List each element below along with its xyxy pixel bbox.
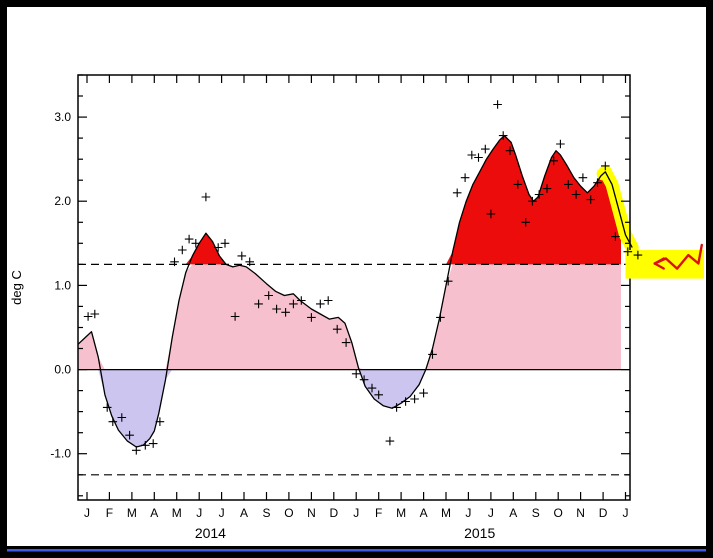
window-edge-line [7, 549, 706, 552]
month-tick-label: J [623, 506, 629, 520]
month-tick-label: A [420, 506, 428, 520]
month-tick-label: D [599, 506, 608, 520]
month-tick-label: M [441, 506, 451, 520]
y-tick-label: -1.0 [50, 447, 71, 461]
hand-drawn-arrow [653, 243, 703, 270]
axis-labels: -1.00.01.02.03.0J F M A M J J A S O N D J F M A M J J A S O N D… [9, 110, 629, 541]
negative-anomaly-fill [78, 369, 621, 447]
month-tick-label: J [196, 506, 202, 520]
month-tick-label: A [509, 506, 517, 520]
month-tick-label: O [284, 506, 293, 520]
month-tick-label: M [396, 506, 406, 520]
month-tick-label: J [84, 506, 90, 520]
month-tick-label: A [240, 506, 248, 520]
weekly-observation-markers [83, 100, 643, 455]
year-label: 2015 [464, 525, 495, 541]
month-tick-label: N [576, 506, 585, 520]
y-tick-label: 0.0 [54, 363, 71, 377]
year-label: 2014 [195, 525, 226, 541]
month-tick-label: N [307, 506, 316, 520]
y-axis-title: deg C [9, 270, 24, 305]
month-tick-label: O [554, 506, 563, 520]
month-tick-label: S [532, 506, 540, 520]
y-tick-label: 1.0 [54, 278, 71, 292]
strong-anomaly-fill [78, 135, 621, 265]
month-tick-label: D [329, 506, 338, 520]
month-tick-label: A [150, 506, 158, 520]
month-tick-label: J [465, 506, 471, 520]
month-tick-label: F [375, 506, 382, 520]
positive-anomaly-fill [78, 264, 621, 370]
y-tick-label: 3.0 [54, 110, 71, 124]
month-tick-label: J [488, 506, 494, 520]
month-tick-label: J [353, 506, 359, 520]
arrowhead [653, 257, 665, 270]
month-tick-label: F [106, 506, 113, 520]
y-tick-label: 2.0 [54, 194, 71, 208]
month-tick-label: J [219, 506, 225, 520]
month-tick-label: S [262, 506, 270, 520]
month-tick-label: M [127, 506, 137, 520]
month-tick-label: M [172, 506, 182, 520]
plot-axes [77, 74, 631, 501]
highlight-band [625, 250, 704, 279]
